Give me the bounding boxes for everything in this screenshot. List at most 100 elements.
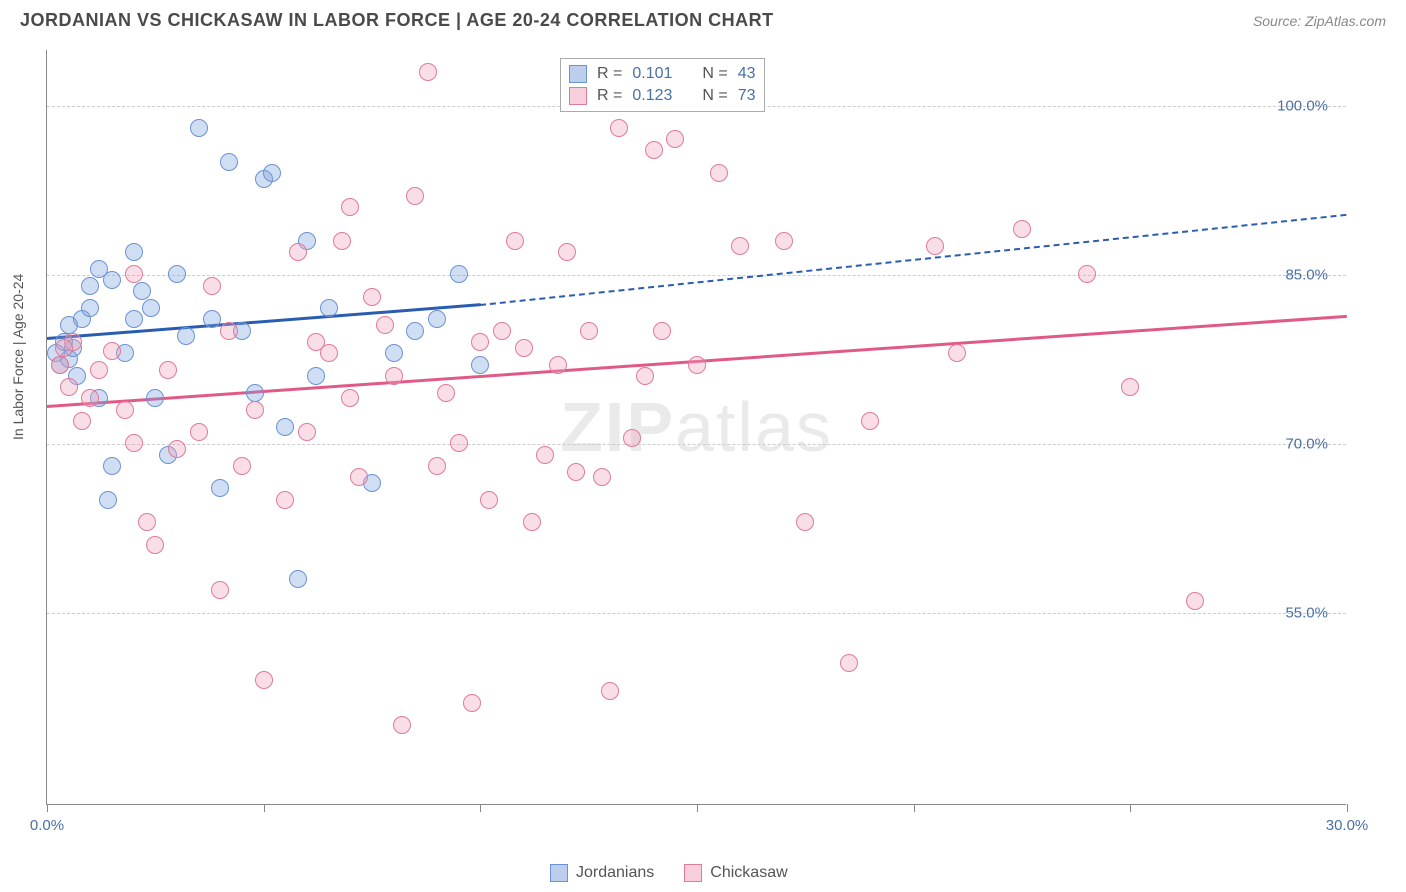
scatter-point <box>601 682 619 700</box>
y-tick-label: 70.0% <box>1285 436 1328 453</box>
x-tick <box>480 804 481 812</box>
scatter-point <box>341 198 359 216</box>
scatter-point <box>437 384 455 402</box>
gridline <box>47 444 1346 445</box>
scatter-point <box>142 299 160 317</box>
legend-swatch-icon <box>550 864 568 882</box>
scatter-point <box>103 342 121 360</box>
scatter-point <box>1186 592 1204 610</box>
y-tick-label: 85.0% <box>1285 267 1328 284</box>
scatter-point <box>90 361 108 379</box>
scatter-point <box>471 333 489 351</box>
scatter-point <box>948 344 966 362</box>
scatter-point <box>298 423 316 441</box>
scatter-point <box>428 457 446 475</box>
watermark: ZIPatlas <box>560 387 833 467</box>
scatter-point <box>493 322 511 340</box>
scatter-point <box>55 339 73 357</box>
scatter-point <box>406 187 424 205</box>
scatter-point <box>393 716 411 734</box>
scatter-point <box>861 412 879 430</box>
scatter-point <box>190 423 208 441</box>
scatter-point <box>567 463 585 481</box>
scatter-point <box>363 288 381 306</box>
scatter-point <box>428 310 446 328</box>
scatter-point <box>350 468 368 486</box>
gridline <box>47 275 1346 276</box>
scatter-point <box>289 243 307 261</box>
scatter-point <box>580 322 598 340</box>
chart-header: JORDANIAN VS CHICKASAW IN LABOR FORCE | … <box>0 0 1406 36</box>
scatter-point <box>385 344 403 362</box>
scatter-point <box>506 232 524 250</box>
scatter-point <box>168 265 186 283</box>
scatter-point <box>515 339 533 357</box>
scatter-point <box>463 694 481 712</box>
scatter-point <box>73 412 91 430</box>
scatter-point <box>138 513 156 531</box>
scatter-point <box>840 654 858 672</box>
scatter-point <box>233 457 251 475</box>
legend-item-jordanians: Jordanians <box>550 864 654 882</box>
chart-source: Source: ZipAtlas.com <box>1253 13 1386 29</box>
scatter-point <box>653 322 671 340</box>
scatter-point <box>1013 220 1031 238</box>
scatter-point <box>133 282 151 300</box>
x-tick <box>47 804 48 812</box>
scatter-point <box>796 513 814 531</box>
scatter-point <box>450 265 468 283</box>
scatter-point <box>81 299 99 317</box>
scatter-point <box>558 243 576 261</box>
scatter-point <box>125 434 143 452</box>
scatter-point <box>125 265 143 283</box>
scatter-point <box>450 434 468 452</box>
scatter-point <box>376 316 394 334</box>
scatter-point <box>341 389 359 407</box>
scatter-point <box>81 277 99 295</box>
scatter-point <box>103 271 121 289</box>
legend-swatch-jordanians <box>569 65 587 83</box>
x-axis-label: 0.0% <box>30 817 64 834</box>
scatter-point <box>125 310 143 328</box>
y-tick-label: 100.0% <box>1277 98 1328 115</box>
scatter-point <box>523 513 541 531</box>
y-tick-label: 55.0% <box>1285 605 1328 622</box>
legend-label: Jordanians <box>576 864 654 882</box>
scatter-point <box>666 130 684 148</box>
stats-legend-box: R = 0.101 N = 43 R = 0.123 N = 73 <box>560 58 765 112</box>
scatter-point <box>211 581 229 599</box>
scatter-point <box>1078 265 1096 283</box>
bottom-legend: Jordanians Chickasaw <box>550 864 788 882</box>
x-tick <box>914 804 915 812</box>
stats-row-jordanians: R = 0.101 N = 43 <box>569 63 756 85</box>
scatter-point <box>190 119 208 137</box>
scatter-point <box>263 164 281 182</box>
scatter-point <box>103 457 121 475</box>
scatter-point <box>419 63 437 81</box>
scatter-point <box>610 119 628 137</box>
legend-swatch-chickasaw <box>569 87 587 105</box>
scatter-point <box>549 356 567 374</box>
scatter-point <box>81 389 99 407</box>
scatter-point <box>480 491 498 509</box>
scatter-point <box>146 389 164 407</box>
scatter-point <box>203 277 221 295</box>
scatter-point <box>276 418 294 436</box>
scatter-point <box>99 491 117 509</box>
scatter-point <box>168 440 186 458</box>
scatter-point <box>125 243 143 261</box>
trend-line <box>480 213 1347 305</box>
scatter-point <box>116 401 134 419</box>
scatter-point <box>385 367 403 385</box>
chart-plot-area: ZIPatlas 55.0%70.0%85.0%100.0%0.0%30.0% <box>46 50 1346 805</box>
scatter-point <box>406 322 424 340</box>
legend-swatch-icon <box>684 864 702 882</box>
scatter-point <box>623 429 641 447</box>
scatter-point <box>211 479 229 497</box>
scatter-point <box>146 536 164 554</box>
y-axis-title: In Labor Force | Age 20-24 <box>10 274 26 440</box>
scatter-point <box>710 164 728 182</box>
scatter-point <box>203 310 221 328</box>
stats-row-chickasaw: R = 0.123 N = 73 <box>569 85 756 107</box>
scatter-point <box>220 153 238 171</box>
